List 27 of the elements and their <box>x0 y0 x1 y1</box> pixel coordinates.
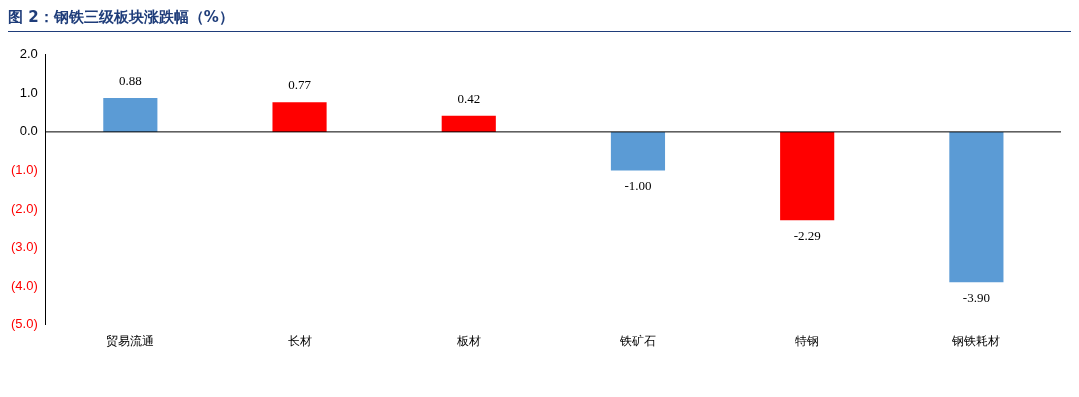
y-tick-label: 0.0 <box>19 123 38 139</box>
x-tick-label: 板材 <box>455 333 481 348</box>
bar <box>610 131 666 171</box>
bar <box>441 115 496 132</box>
data-label: -2.29 <box>793 228 821 244</box>
chart-title: 图 2：钢铁三级板块涨跌幅（%） <box>8 8 1071 32</box>
x-tick-label: 铁矿石 <box>618 333 656 348</box>
y-tick-label: (4.0) <box>11 277 38 293</box>
x-tick-label: 长材 <box>287 333 312 348</box>
bar <box>780 131 835 221</box>
x-tick-label: 特钢 <box>795 333 820 348</box>
data-label: -1.00 <box>624 178 652 194</box>
bar <box>272 102 327 132</box>
data-label: 0.42 <box>457 90 481 106</box>
data-label: -3.90 <box>962 290 990 306</box>
y-tick-label: 2.0 <box>19 46 38 62</box>
y-tick-label: (5.0) <box>11 316 38 332</box>
x-tick-label: 贸易流通 <box>106 333 155 348</box>
y-tick-label: (2.0) <box>11 200 38 216</box>
bar <box>949 131 1004 283</box>
data-label: 0.77 <box>288 77 312 93</box>
y-tick-label: (3.0) <box>11 239 38 255</box>
bar <box>103 97 158 132</box>
y-tick-label: 1.0 <box>19 84 38 100</box>
y-tick-label: (1.0) <box>11 162 38 178</box>
data-label: 0.88 <box>118 72 142 88</box>
x-tick-label: 钢铁耗材 <box>951 333 1001 348</box>
